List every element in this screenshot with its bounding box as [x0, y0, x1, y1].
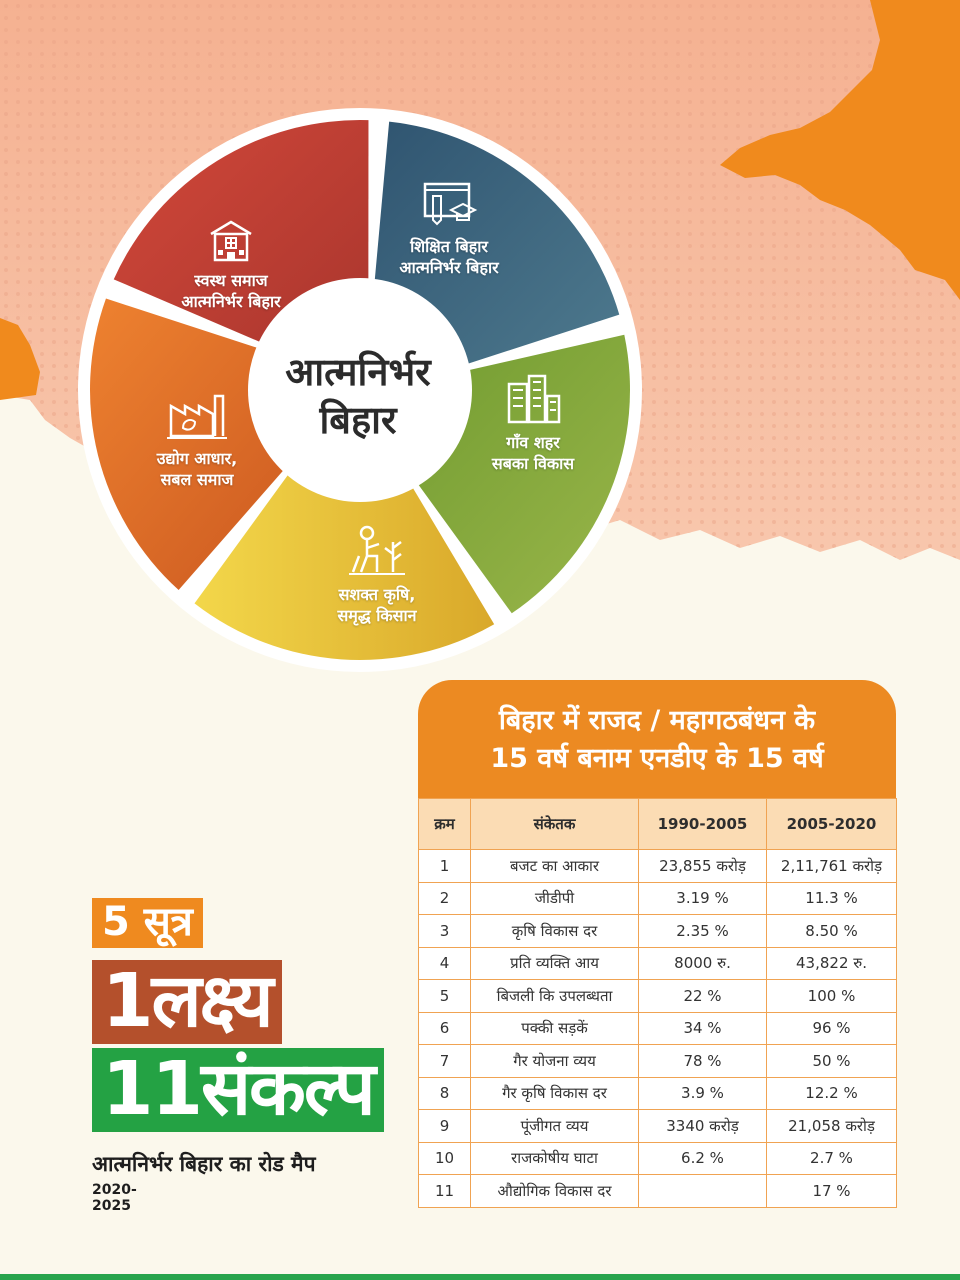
wheel-center	[248, 278, 472, 502]
table-cell: जीडीपी	[470, 881, 639, 915]
table-cell: 3340 करोड़	[638, 1109, 767, 1143]
segment-label-village-city: गाँव शहर सबका विकास	[448, 372, 618, 474]
column-header: 2005-2020	[766, 798, 897, 850]
table-cell: बजट का आकार	[470, 849, 639, 883]
table-row: 4 प्रति व्यक्ति आय 8000 रु. 43,822 रु.	[418, 946, 897, 980]
roadmap-years: 2020-2025	[92, 1182, 137, 1214]
table-cell	[638, 1174, 767, 1208]
table-cell: 21,058 करोड़	[766, 1109, 897, 1143]
table-cell: 17 %	[766, 1174, 897, 1208]
one-lakshya-badge: 1लक्ष्य	[92, 960, 282, 1044]
table-cell: 8.50 %	[766, 914, 897, 948]
table-cell: 7	[418, 1044, 471, 1078]
table-cell: 2,11,761 करोड़	[766, 849, 897, 883]
comparison-table-card: बिहार में राजद / महागठबंधन के 15 वर्ष बन…	[418, 680, 897, 1208]
table-cell: 9	[418, 1109, 471, 1143]
table-row: 3 कृषि विकास दर 2.35 % 8.50 %	[418, 914, 897, 948]
comparison-title: बिहार में राजद / महागठबंधन के 15 वर्ष बन…	[418, 680, 896, 798]
table-cell: कृषि विकास दर	[470, 914, 639, 948]
table-cell: 43,822 रु.	[766, 946, 897, 980]
table-cell: पूंजीगत व्यय	[470, 1109, 639, 1143]
table-cell: 2.7 %	[766, 1141, 897, 1175]
table-cell: 12.2 %	[766, 1076, 897, 1110]
education-icon	[423, 182, 478, 226]
table-cell: गैर योजना व्यय	[470, 1044, 639, 1078]
five-sutra-wheel	[78, 108, 642, 672]
hospital-icon	[210, 220, 252, 262]
table-cell: 78 %	[638, 1044, 767, 1078]
table-cell: 50 %	[766, 1044, 897, 1078]
table-cell: 11	[418, 1174, 471, 1208]
farmer-icon	[349, 525, 405, 575]
table-row: 8 गैर कृषि विकास दर 3.9 % 12.2 %	[418, 1076, 897, 1110]
segment-label-education: शिक्षित बिहार आत्मनिर्भर बिहार	[364, 180, 534, 278]
column-header: संकेतक	[470, 798, 639, 850]
table-cell: बिजली कि उपलब्धता	[470, 979, 639, 1013]
table-cell: 3.9 %	[638, 1076, 767, 1110]
table-cell: 1	[418, 849, 471, 883]
table-cell: 11.3 %	[766, 881, 897, 915]
five-sutra-badge: 5 सूत्र	[92, 898, 203, 948]
table-header-row: क्रम संकेतक 1990-2005 2005-2020	[418, 798, 897, 850]
table-cell: राजकोषीय घाटा	[470, 1141, 639, 1175]
comparison-table: क्रम संकेतक 1990-2005 2005-2020 1 बजट का …	[418, 798, 897, 1208]
table-cell: 3.19 %	[638, 881, 767, 915]
factory-icon	[167, 394, 227, 439]
segment-label-agriculture: सशक्त कृषि, समृद्ध किसान	[292, 524, 462, 626]
table-cell: 2.35 %	[638, 914, 767, 948]
table-cell: 23,855 करोड़	[638, 849, 767, 883]
column-header: 1990-2005	[638, 798, 767, 850]
table-cell: 34 %	[638, 1011, 767, 1045]
table-row: 6 पक्की सड़कें 34 % 96 %	[418, 1011, 897, 1045]
eleven-sankalp-badge: 11संकल्प	[92, 1048, 384, 1132]
table-cell: 8000 रु.	[638, 946, 767, 980]
segment-agriculture	[194, 416, 495, 660]
segment-label-health: स्वस्थ समाज आत्मनिर्भर बिहार	[146, 214, 316, 312]
table-row: 5 बिजली कि उपलब्धता 22 % 100 %	[418, 979, 897, 1013]
segment-label-industry: उद्योग आधार, सबल समाज	[112, 388, 282, 490]
table-cell: पक्की सड़कें	[470, 1011, 639, 1045]
table-cell: 5	[418, 979, 471, 1013]
table-cell: 22 %	[638, 979, 767, 1013]
table-cell: 3	[418, 914, 471, 948]
table-row: 1 बजट का आकार 23,855 करोड़ 2,11,761 करोड़	[418, 849, 897, 883]
table-cell: 6.2 %	[638, 1141, 767, 1175]
table-row: 2 जीडीपी 3.19 % 11.3 %	[418, 881, 897, 915]
table-cell: 8	[418, 1076, 471, 1110]
column-header: क्रम	[418, 798, 471, 850]
table-cell: 100 %	[766, 979, 897, 1013]
table-cell: 2	[418, 881, 471, 915]
table-cell: औद्योगिक विकास दर	[470, 1174, 639, 1208]
table-row: 10 राजकोषीय घाटा 6.2 % 2.7 %	[418, 1141, 897, 1175]
table-row: 11 औद्योगिक विकास दर 17 %	[418, 1174, 897, 1208]
table-cell: प्रति व्यक्ति आय	[470, 946, 639, 980]
roadmap-caption: आत्मनिर्भर बिहार का रोड मैप	[92, 1152, 316, 1176]
table-cell: 10	[418, 1141, 471, 1175]
table-cell: 96 %	[766, 1011, 897, 1045]
table-row: 7 गैर योजना व्यय 78 % 50 %	[418, 1044, 897, 1078]
bottom-accent-line	[0, 1274, 960, 1280]
table-cell: गैर कृषि विकास दर	[470, 1076, 639, 1110]
table-cell: 4	[418, 946, 471, 980]
wheel-center-title: आत्मनिर्भर बिहार	[285, 350, 431, 442]
table-cell: 6	[418, 1011, 471, 1045]
table-row: 9 पूंजीगत व्यय 3340 करोड़ 21,058 करोड़	[418, 1109, 897, 1143]
city-icon	[507, 374, 561, 424]
